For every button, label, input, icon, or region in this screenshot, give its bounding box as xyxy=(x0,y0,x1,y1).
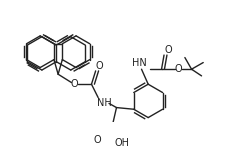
Text: O: O xyxy=(93,135,101,145)
Text: O: O xyxy=(164,45,172,55)
Text: HN: HN xyxy=(132,58,146,68)
Text: O: O xyxy=(95,61,103,71)
Text: O: O xyxy=(71,79,79,89)
Text: NH: NH xyxy=(97,98,111,108)
Text: O: O xyxy=(174,64,182,74)
Text: OH: OH xyxy=(114,138,129,146)
